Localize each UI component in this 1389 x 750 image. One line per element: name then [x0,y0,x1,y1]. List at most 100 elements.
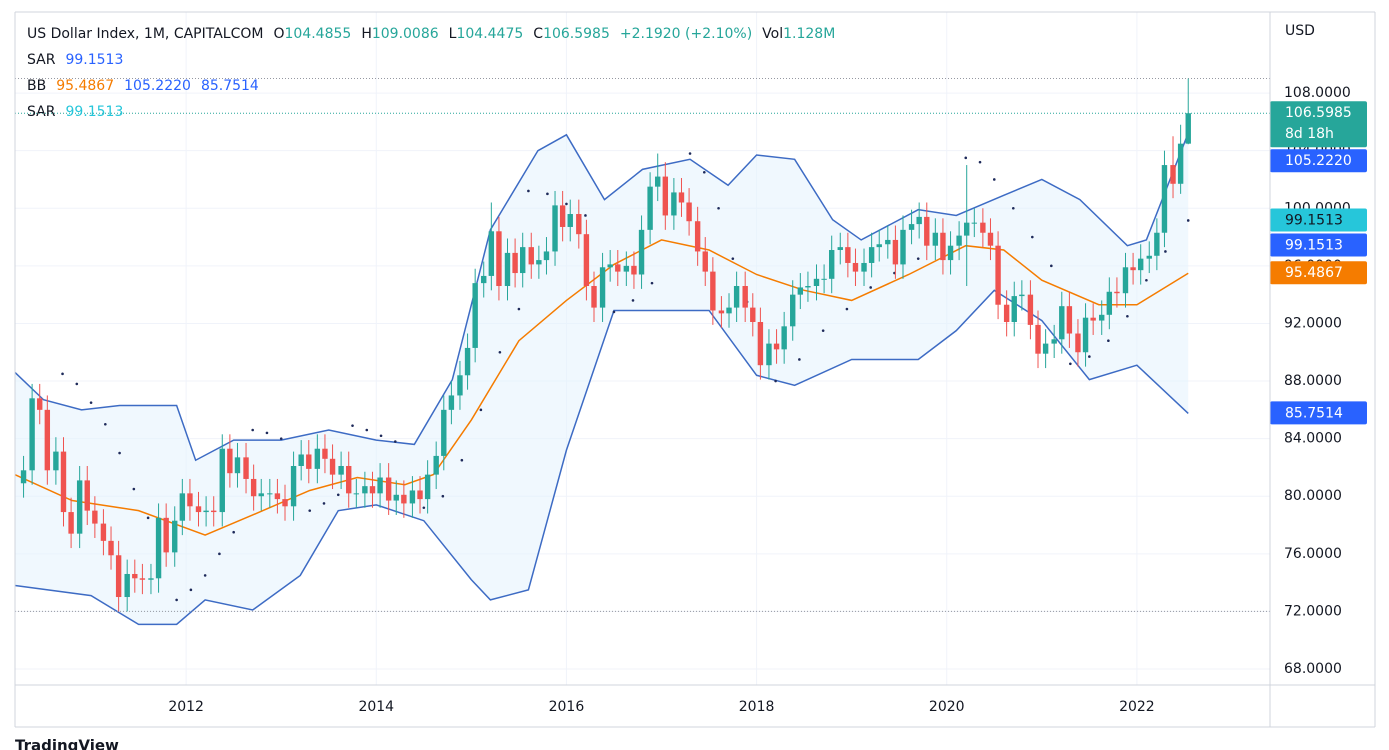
sar-dot [731,257,735,260]
candle-body [995,245,1001,305]
candle-body [671,192,677,216]
candle-body [329,458,336,475]
candle-body [139,578,146,580]
sar-dot [203,574,207,577]
sar-dot [232,530,235,534]
x-tick-label: 2020 [929,699,965,715]
sar-dot [964,156,968,160]
sar-dot [798,358,801,361]
y-tick-label: 92.0000 [1284,315,1342,331]
candle-body [124,573,130,598]
legend-row: SAR 99.1513 [27,104,123,120]
candle-body [481,275,487,284]
candle-body [1090,317,1096,321]
candle-body [964,222,970,236]
sar-dot [365,428,369,432]
candle-body [496,231,502,287]
sar-dot [517,307,521,311]
candle-body [1177,143,1184,184]
candle-body [924,216,930,246]
candle-body [615,264,621,272]
candle-body [1011,296,1017,323]
legend-item: SAR [27,52,56,68]
candle-body [227,448,233,474]
candle-body [267,493,273,495]
sar-dot [565,202,568,206]
candle-body [1130,267,1136,271]
legend-item: 104.4855 [285,26,352,42]
candle-body [53,451,59,471]
candle-body [203,510,209,513]
candle-body [132,573,138,579]
candle-body [583,234,590,287]
sar-dot [75,382,79,386]
candle-body [195,506,202,513]
candle-body [536,260,542,265]
price-badge-label: 106.5985 [1285,105,1352,121]
candle-body [631,265,637,275]
candle-body [433,455,439,475]
candle-body [274,493,281,500]
candle-body [172,520,178,553]
sar-dot [869,286,872,289]
candle-body [385,477,392,501]
candle-body [1003,304,1010,323]
candle-body [448,395,455,410]
price-badge [1270,233,1367,257]
legend-item: 85.7514 [201,78,259,94]
price-badge-label: 85.7514 [1285,405,1343,421]
sar-dot [460,458,464,462]
candle-body [115,555,122,598]
candle-body [647,186,653,230]
candle-body [702,251,708,272]
legend-item: +2.1920 (+2.10%) [620,26,752,42]
legend-item: O [273,26,284,42]
candle-body [852,262,859,272]
candle-body [892,239,899,265]
candle-body [908,224,915,230]
candle-body [773,343,780,350]
sar-dot [631,299,635,302]
candle-body [353,493,360,495]
candle-body [726,307,732,314]
candle-body [591,286,597,308]
candle-body [163,517,169,553]
candle-body [424,474,431,500]
legend-item: 99.1513 [65,52,123,68]
candle-body [956,235,962,246]
candle-body [790,294,796,327]
y-tick-label: 72.0000 [1284,603,1342,619]
candle-body [766,343,772,366]
candle-body [876,244,882,248]
x-tick-label: 2022 [1119,699,1155,715]
candle-body [1019,294,1025,297]
candle-body [1035,324,1041,354]
candle-body [234,457,241,474]
sar-dot [218,552,221,556]
sar-dot [89,401,93,404]
candle-body [805,286,811,288]
candle-body [694,221,701,252]
sar-dot [336,493,340,497]
candle-body [179,493,186,521]
candle-body [108,540,114,556]
candle-body [346,465,352,494]
candle-body [638,229,645,275]
x-tick-label: 2016 [549,699,585,715]
candle-body [306,454,312,469]
legend-item: SAR [27,104,56,120]
candle-body [947,245,954,261]
candle-body [845,247,851,263]
candle-body [155,517,162,579]
legend-item: 104.4475 [456,26,523,42]
candle-body [84,480,90,511]
candle-body [92,510,98,524]
legend-item: 1.128M [783,26,835,42]
bb-lower-line [14,289,1189,626]
candle-body [1099,314,1105,321]
candle-body [1185,113,1191,144]
candle-body [1066,306,1073,334]
candle-body [409,490,416,504]
sar-dot [774,379,777,383]
bb-upper-line [14,132,1189,462]
